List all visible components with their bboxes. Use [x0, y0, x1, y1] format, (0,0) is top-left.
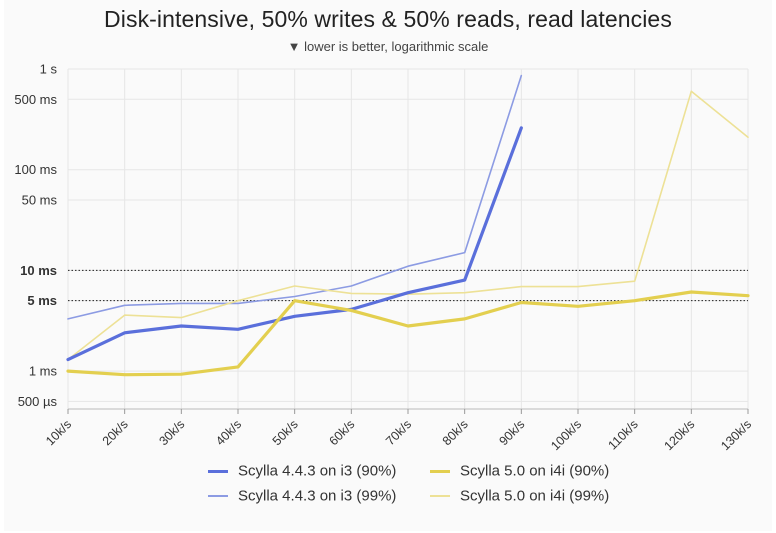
- legend-label-series-1: Scylla 4.4.3 on i3 (90%): [238, 462, 397, 480]
- legend-swatch-series-1: [208, 469, 228, 473]
- y-tick-label-3: 50 ms: [22, 192, 58, 207]
- x-tick-label-2: 30k/s: [156, 417, 187, 448]
- y-tick-label-5: 5 ms: [27, 293, 57, 308]
- y-tick-label-6: 1 ms: [29, 364, 58, 379]
- legend-swatch-series-3: [430, 469, 450, 473]
- x-tick-label-4: 50k/s: [270, 417, 301, 448]
- y-tick-label-0: 1 s: [40, 62, 58, 77]
- x-tick-label-1: 20k/s: [100, 417, 131, 448]
- legend-item-series-4[interactable]: Scylla 5.0 on i4i (99%): [430, 487, 609, 505]
- x-tick-label-6: 70k/s: [383, 417, 414, 448]
- x-tick-label-10: 110k/s: [605, 417, 640, 452]
- legend-item-series-2[interactable]: Scylla 4.4.3 on i3 (99%): [208, 487, 396, 505]
- series-line-3: [66, 290, 750, 377]
- legend-label-series-3: Scylla 5.0 on i4i (90%): [460, 462, 610, 480]
- y-tick-label-7: 500 µs: [18, 394, 58, 409]
- x-tick-label-3: 40k/s: [213, 417, 244, 448]
- x-tick-label-8: 90k/s: [496, 417, 527, 448]
- x-tick-label-5: 60k/s: [326, 417, 357, 448]
- x-tick-label-0: 10k/s: [43, 417, 74, 448]
- chart-subtitle: ▼ lower is better, logarithmic scale: [287, 39, 489, 54]
- legend-item-series-3[interactable]: Scylla 5.0 on i4i (90%): [430, 462, 609, 480]
- chart-title: Disk-intensive, 50% writes & 50% reads, …: [104, 6, 672, 32]
- y-tick-label-2: 100 ms: [14, 162, 57, 177]
- series-line-1: [66, 126, 523, 362]
- legend-label-series-2: Scylla 4.4.3 on i3 (99%): [238, 487, 397, 505]
- legend-label-series-4: Scylla 5.0 on i4i (99%): [460, 487, 610, 505]
- legend-swatch-series-4: [430, 495, 450, 497]
- y-tick-label-1: 500 ms: [14, 92, 57, 107]
- x-tick-label-12: 130k/s: [718, 417, 754, 453]
- x-tick-label-7: 80k/s: [440, 417, 471, 448]
- series-line-2: [67, 74, 523, 320]
- legend-swatch-series-2: [208, 495, 228, 497]
- x-tick-label-9: 100k/s: [548, 417, 584, 453]
- chart-frame: [4, 0, 772, 531]
- legend-item-series-1[interactable]: Scylla 4.4.3 on i3 (90%): [208, 462, 396, 480]
- x-tick-label-11: 120k/s: [662, 417, 698, 453]
- y-tick-label-4: 10 ms: [20, 263, 57, 278]
